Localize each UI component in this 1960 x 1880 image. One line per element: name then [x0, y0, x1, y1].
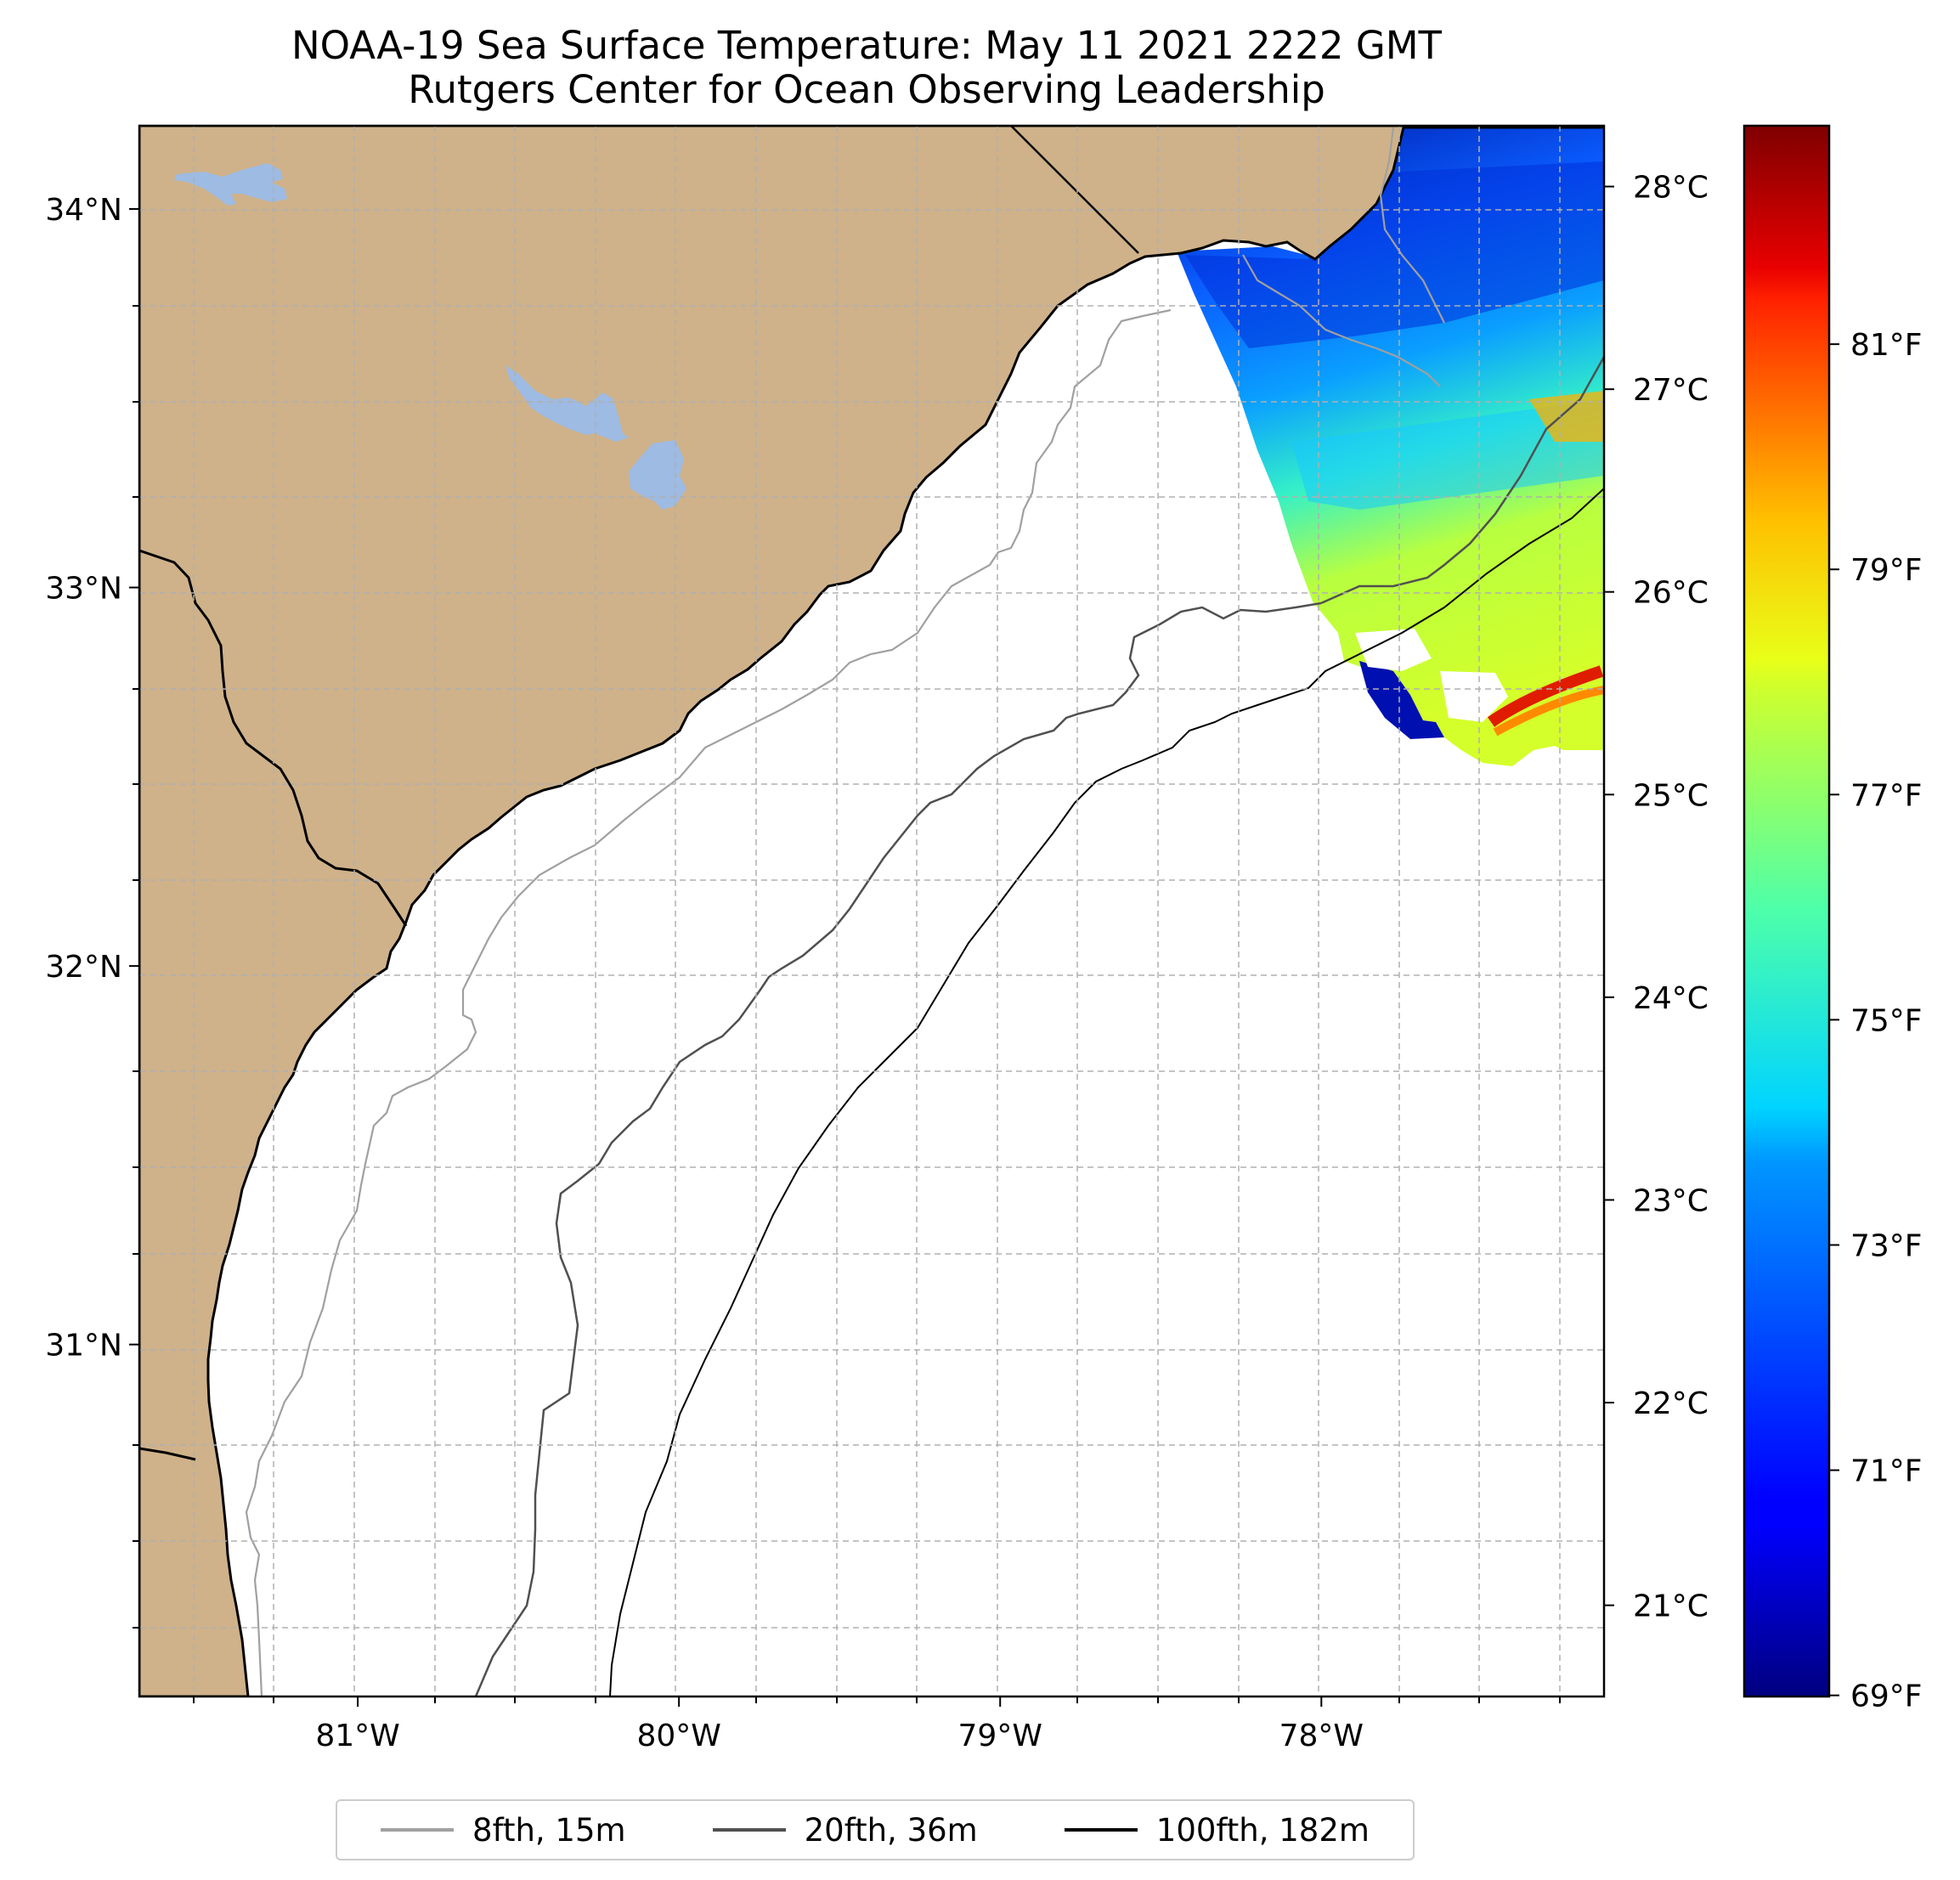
colorbar-frame [1743, 124, 1831, 1698]
gridlines [139, 126, 1604, 1697]
state-boundary [139, 549, 408, 927]
fahrenheit-tick-label: 77°F [1850, 778, 1923, 813]
contour-8fth [1242, 254, 1441, 387]
state-boundary [1010, 126, 1139, 254]
celsius-tick-label: 21°C [1633, 1589, 1709, 1624]
chart-title: NOAA-19 Sea Surface Temperature: May 11 … [291, 23, 1443, 68]
lon-tick-label: 78°W [1279, 1719, 1364, 1753]
lake [174, 163, 287, 206]
lon-minor-ticks [193, 1697, 1561, 1703]
legend-swatch [712, 1828, 786, 1832]
lon-tick-label: 79°W [958, 1719, 1042, 1753]
colorbar-celsius-axis: 28°C 27°C 26°C 25°C 24°C 23°C 22°C 21°C [1604, 171, 1709, 1624]
lat-tick-label: 32°N [45, 950, 122, 985]
fahrenheit-tick-label: 71°F [1850, 1454, 1923, 1489]
lat-minor-ticks [133, 305, 139, 1629]
colorbar-fahrenheit-axis: 81°F 79°F 77°F 75°F 73°F 71°F 69°F [1829, 328, 1923, 1714]
lat-axis: 34°N 33°N 32°N 31°N [45, 193, 139, 1363]
colorbar [1744, 126, 1829, 1697]
land [139, 126, 1604, 1697]
lake [506, 365, 629, 442]
lat-tick-label: 33°N [45, 572, 122, 607]
contour-8fth [245, 308, 1172, 1697]
contour-20fth [474, 601, 1322, 1697]
contour-20fth [1320, 356, 1604, 605]
lake [629, 440, 686, 510]
celsius-tick-label: 27°C [1633, 373, 1709, 408]
contour-100fth [609, 488, 1604, 1697]
celsius-tick-label: 25°C [1633, 778, 1709, 813]
chart-subtitle: Rutgers Center for Ocean Observing Leade… [408, 67, 1325, 112]
fahrenheit-tick-label: 73°F [1850, 1228, 1923, 1263]
map-frame [138, 124, 1606, 1698]
lon-tick-label: 81°W [315, 1719, 399, 1753]
celsius-tick-label: 23°C [1633, 1183, 1709, 1218]
fahrenheit-tick-label: 69°F [1850, 1680, 1923, 1714]
legend-label: 8fth, 15m [472, 1811, 626, 1849]
contour-8fth [1379, 127, 1445, 324]
lon-tick-label: 80°W [636, 1719, 720, 1753]
lat-tick-label: 34°N [45, 193, 122, 228]
fahrenheit-tick-label: 79°F [1850, 553, 1923, 588]
legend-item-8fth: 8fth, 15m [381, 1812, 626, 1849]
legend-item-20fth: 20fth, 36m [712, 1811, 978, 1849]
legend-item-100fth: 100fth, 182m [1064, 1811, 1370, 1849]
celsius-tick-label: 22°C [1633, 1386, 1709, 1421]
celsius-tick-label: 24°C [1633, 981, 1709, 1016]
fahrenheit-tick-label: 75°F [1850, 1003, 1923, 1038]
legend-swatch [381, 1828, 455, 1832]
sst-swath [1177, 126, 1604, 766]
legend-label: 20fth, 36m [804, 1811, 978, 1849]
legend: 8fth, 15m 20fth, 36m 100fth, 182m [336, 1799, 1415, 1860]
fahrenheit-tick-label: 81°F [1850, 328, 1923, 363]
lat-tick-label: 31°N [45, 1329, 122, 1363]
legend-label: 100fth, 182m [1155, 1811, 1370, 1849]
state-boundary [139, 1447, 196, 1461]
celsius-tick-label: 26°C [1633, 576, 1709, 611]
celsius-tick-label: 28°C [1633, 171, 1709, 206]
legend-swatch [1064, 1828, 1138, 1832]
lon-axis: 81°W 80°W 79°W 78°W [315, 1697, 1364, 1753]
